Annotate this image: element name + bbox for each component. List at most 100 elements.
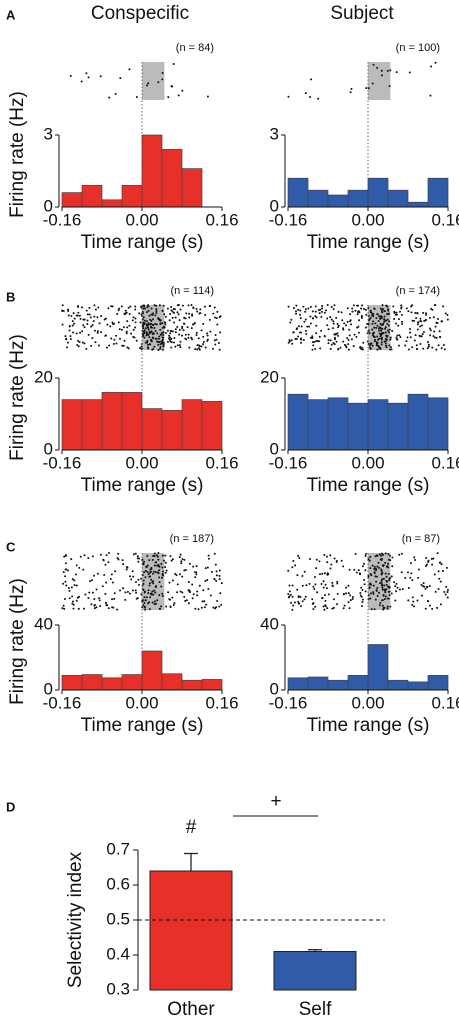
raster-spike (64, 555, 67, 558)
raster-spike (409, 562, 412, 565)
raster-spike (387, 562, 390, 565)
raster-spike (159, 333, 162, 336)
raster-spike (179, 590, 182, 593)
raster-spike (429, 334, 432, 337)
raster-spike (161, 554, 164, 557)
raster-spike (164, 554, 167, 557)
raster-spike (303, 598, 306, 601)
raster-spike (195, 331, 198, 334)
raster-spike (156, 599, 159, 602)
raster-spike (407, 348, 410, 351)
raster-spike (375, 589, 378, 592)
raster-spike (323, 335, 326, 338)
raster-spike (360, 586, 363, 589)
raster-spike (383, 598, 386, 601)
raster-spike (147, 589, 150, 592)
raster-spike (353, 333, 356, 336)
raster-spike (376, 341, 379, 344)
raster-spike (187, 333, 190, 336)
raster-spike (287, 592, 290, 595)
raster-spike (368, 319, 371, 322)
n-annotation: (n = 100) (396, 42, 440, 54)
raster-spike (211, 347, 214, 350)
raster-spike (394, 585, 397, 588)
raster-spike (309, 96, 312, 99)
raster-spike (388, 579, 391, 582)
raster-spike (176, 583, 179, 586)
raster-spike (295, 304, 298, 307)
raster-spike (425, 563, 428, 566)
raster-spike (387, 590, 390, 593)
raster-spike (146, 564, 149, 567)
raster-spike (174, 316, 177, 319)
histogram-bar (307, 399, 329, 451)
raster-spike (336, 603, 339, 606)
raster-spike (446, 313, 449, 316)
raster-spike (129, 305, 132, 308)
raster-spike (420, 320, 423, 323)
raster-spike (350, 87, 353, 90)
raster-spike (83, 554, 86, 557)
raster-spike (188, 591, 191, 594)
raster-spike (161, 576, 164, 579)
raster-spike (168, 319, 171, 322)
raster-spike (128, 312, 131, 315)
raster-spike (431, 563, 434, 566)
raster-spike (351, 595, 354, 598)
raster-spike (407, 587, 410, 590)
raster-spike (74, 573, 77, 576)
raster-spike (163, 321, 166, 324)
raster-spike (171, 330, 174, 333)
raster-spike (169, 313, 172, 316)
raster-spike (320, 315, 323, 318)
raster-spike (61, 309, 64, 312)
raster-spike (142, 316, 145, 319)
raster-spike (91, 324, 94, 327)
raster-spike (433, 573, 436, 576)
raster-spike (295, 310, 298, 313)
raster-spike (320, 310, 323, 313)
raster-spike (143, 601, 146, 604)
raster-spike (137, 583, 140, 586)
x-tick-label: -0.16 (43, 453, 82, 472)
raster-spike (345, 346, 348, 349)
raster-spike (352, 345, 355, 348)
raster-spike (371, 564, 374, 567)
raster-spike (159, 319, 162, 322)
raster-spike (432, 316, 435, 319)
raster-spike (303, 320, 306, 323)
raster-spike (349, 594, 352, 597)
raster-spike (62, 604, 65, 607)
raster-spike (411, 319, 414, 322)
raster-spike (381, 571, 384, 574)
raster-spike (330, 343, 333, 346)
raster-spike (318, 312, 321, 315)
raster-spike (61, 323, 64, 326)
raster-spike (377, 561, 380, 564)
n-annotation: (n = 174) (396, 285, 440, 297)
raster-spike (71, 578, 74, 581)
raster-spike (158, 335, 161, 338)
raster-spike (406, 336, 409, 339)
raster-spike (446, 596, 449, 599)
raster-spike (153, 345, 156, 348)
raster-spike (304, 318, 307, 321)
raster-spike (152, 312, 155, 315)
raster-spike (367, 558, 370, 561)
x-tick-label: 0.00 (351, 453, 384, 472)
raster-spike (380, 69, 383, 72)
raster-spike (315, 316, 318, 319)
raster-spike (167, 96, 170, 99)
raster-spike (196, 310, 199, 313)
histogram-bar (307, 189, 329, 208)
raster-spike (111, 598, 114, 601)
raster-spike (351, 307, 354, 310)
raster-spike (148, 332, 151, 335)
raster-spike (64, 575, 67, 578)
raster-spike (153, 600, 156, 603)
raster-spike (164, 571, 167, 574)
raster-spike (156, 564, 159, 567)
raster-spike (426, 586, 429, 589)
raster-spike (99, 605, 102, 608)
raster-spike (152, 324, 155, 327)
